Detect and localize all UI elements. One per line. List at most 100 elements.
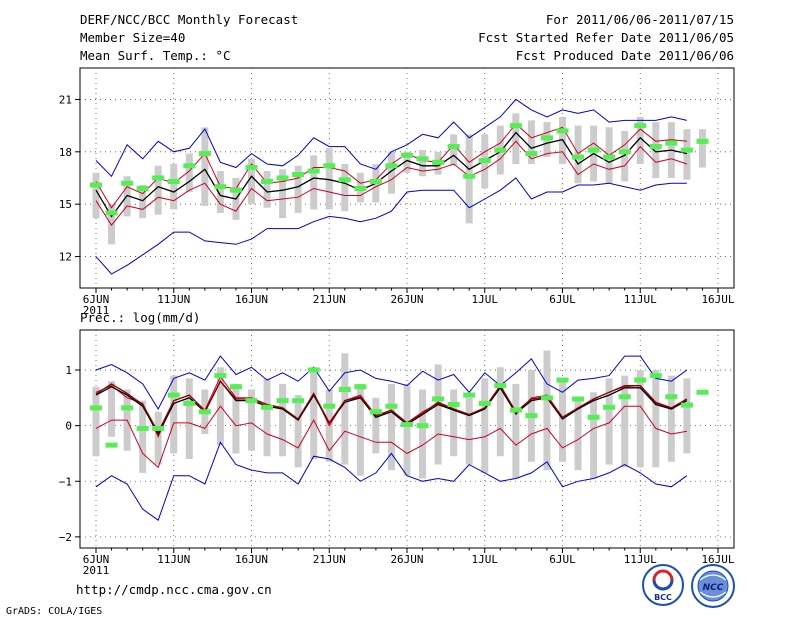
prec-x-tick-label: 11JUL [624, 553, 657, 566]
prec-spread-box [232, 383, 240, 454]
temp-y-tick-label: 12 [59, 251, 72, 264]
prec-observed-marker [354, 384, 367, 390]
temp-observed-marker [369, 178, 382, 184]
prec-observed-marker [276, 398, 289, 404]
temp-spread-box [92, 172, 100, 219]
temp-spread-box [201, 127, 209, 206]
temp-spread-box [387, 151, 395, 194]
prec-observed-marker [447, 402, 460, 408]
temp-spread-box [698, 129, 706, 168]
grads-credit: GrADS: COLA/IGES [6, 606, 102, 617]
temp-observed-marker [618, 149, 631, 155]
bcc-logo-text: BCC [654, 593, 672, 602]
prec-observed-marker [649, 373, 662, 379]
prec-spread-box [310, 367, 318, 460]
temp-observed-marker [292, 172, 305, 178]
temp-spread-box [450, 134, 458, 166]
prec-spread-box [372, 397, 380, 454]
fcst-produced-date: Fcst Produced Date 2011/06/06 [516, 48, 734, 63]
temp-x-tick-label: 1JUL [472, 293, 499, 306]
temp-observed-marker [463, 173, 476, 179]
prec-spread-box [170, 375, 178, 454]
prec-observed-marker [463, 392, 476, 398]
prec-observed-marker [494, 383, 507, 389]
prec-spread-box [294, 395, 302, 468]
prec-x-tick-label: 26JUN [390, 553, 423, 566]
prec-spread-box [465, 397, 473, 465]
temp-x-tick-label: 11JUN [157, 293, 190, 306]
temp-spread-box [170, 164, 178, 210]
temp-observed-marker [494, 147, 507, 153]
prec-observed-marker [540, 395, 553, 401]
prec-y-tick-label: 1 [65, 364, 72, 377]
temp-ensemble-max-line [95, 98, 688, 178]
prec-x-tick-label: 1JUL [472, 553, 499, 566]
prec-observed-marker [261, 404, 274, 410]
prec-spread-box [279, 383, 287, 457]
temperature-variable-label: Mean Surf. Temp.: °C [80, 48, 231, 63]
prec-observed-marker [105, 442, 118, 448]
temp-x-tick-label: 21JUN [313, 293, 346, 306]
prec-observed-marker [385, 403, 398, 409]
prec-observed-marker [183, 400, 196, 406]
prec-x-year-label: 2011 [83, 564, 110, 577]
temp-spread-box [636, 116, 644, 165]
temp-spread-box [621, 130, 629, 182]
prec-observed-marker [292, 398, 305, 404]
prec-spread-box [387, 383, 395, 471]
temp-observed-marker [323, 163, 336, 169]
temp-x-tick-label: 16JUN [235, 293, 268, 306]
temp-spread-box [652, 122, 660, 178]
temp-spread-box [216, 171, 224, 213]
temp-observed-marker [121, 180, 134, 186]
temp-spread-box [248, 158, 255, 205]
prec-spread-box [108, 381, 116, 437]
temp-observed-marker [276, 175, 289, 181]
prec-spread-box [356, 383, 364, 476]
temp-observed-marker [261, 178, 274, 184]
figure-title: DERF/NCC/BCC Monthly Forecast [80, 12, 298, 27]
prec-observed-marker [369, 409, 382, 415]
prec-x-tick-label: 6JUN [83, 553, 110, 566]
temp-observed-marker [385, 163, 398, 169]
prec-spread-box [559, 378, 566, 462]
prec-y-tick-label: 0 [65, 420, 72, 433]
prec-spread-box [434, 364, 442, 465]
temp-observed-marker [354, 185, 367, 191]
temp-observed-marker [229, 187, 242, 193]
temp-observed-marker [587, 147, 600, 153]
prec-spread-box [341, 353, 349, 465]
prec-ensemble-max-line [95, 355, 688, 411]
prec-spread-box [512, 383, 520, 479]
temp-spread-box [279, 169, 287, 219]
temp-spread-box [139, 184, 147, 219]
temp-observed-marker [90, 182, 102, 188]
prec-observed-marker [167, 392, 180, 398]
temp-observed-marker [509, 123, 522, 129]
temp-x-tick-label: 26JUN [390, 293, 423, 306]
temp-observed-marker [416, 156, 429, 162]
temp-spread-box [341, 164, 349, 212]
prec-spread-box [154, 411, 162, 465]
prec-observed-marker [229, 384, 242, 390]
prec-observed-marker [245, 398, 258, 404]
temp-spread-box [574, 125, 582, 184]
prec-observed-marker [214, 373, 227, 379]
temp-observed-marker [525, 151, 538, 157]
source-url[interactable]: http://cmdp.ncc.cma.gov.cn [76, 582, 272, 597]
temp-observed-marker [556, 128, 569, 134]
prec-x-tick-label: 6JUL [549, 553, 576, 566]
temp-observed-marker [432, 159, 445, 165]
prec-spread-box [139, 400, 147, 473]
temp-observed-marker [105, 210, 118, 216]
temp-observed-marker [572, 154, 585, 160]
prec-observed-marker [665, 394, 678, 400]
prec-observed-marker [338, 387, 351, 393]
temp-observed-marker [649, 144, 662, 150]
prec-observed-marker [572, 396, 585, 402]
member-size-label: Member Size=40 [80, 30, 185, 45]
temp-y-tick-label: 15 [59, 198, 72, 211]
temp-observed-marker [696, 138, 709, 144]
